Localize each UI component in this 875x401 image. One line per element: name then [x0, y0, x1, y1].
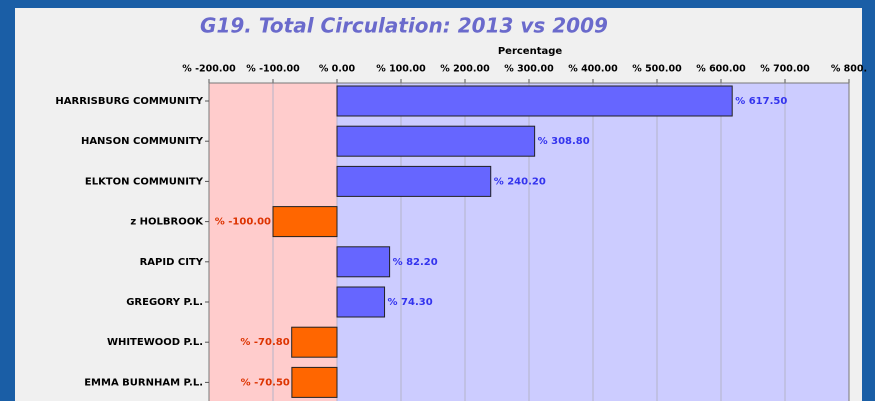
x-tick-label: % -200.00	[182, 64, 236, 75]
y-tick-label: EMMA BURNHAM P.L.	[84, 377, 203, 388]
y-tick-label: GREGORY P.L.	[126, 297, 203, 308]
x-tick-label: % 700.00	[760, 64, 810, 75]
x-tick-label: % -100.00	[246, 64, 300, 75]
value-label: % 82.20	[393, 257, 438, 268]
y-tick-label: WHITEWOOD P.L.	[107, 337, 203, 348]
y-tick-label: z HOLBROOK	[130, 217, 204, 228]
x-tick-label: % 400.00	[568, 64, 618, 75]
bar	[291, 326, 338, 358]
value-label: % 308.80	[538, 136, 590, 147]
bar	[336, 165, 492, 197]
x-tick-label: % 800.	[831, 64, 867, 75]
value-label: % -70.80	[240, 337, 289, 348]
x-tick-label: % 0.00	[319, 64, 356, 75]
x-tick-label: % 500.00	[632, 64, 682, 75]
x-tick-label: % 200.00	[440, 64, 490, 75]
bar	[336, 85, 733, 117]
bar	[291, 366, 338, 398]
y-tick-label: ELKTON COMMUNITY	[85, 176, 204, 187]
value-label: % 240.20	[494, 176, 546, 187]
y-tick-label: HANSON COMMUNITY	[81, 136, 204, 147]
chart-title: G19. Total Circulation: 2013 vs 2009	[200, 14, 608, 38]
bar	[336, 286, 386, 318]
value-label: % 74.30	[388, 297, 433, 308]
x-tick-label: % 100.00	[376, 64, 426, 75]
y-tick-label: RAPID CITY	[140, 257, 204, 268]
value-label: % 617.50	[735, 96, 787, 107]
bar	[336, 246, 391, 278]
x-tick-label: % 600.00	[696, 64, 746, 75]
value-label: % -70.50	[241, 377, 290, 388]
x-tick-label: % 300.00	[504, 64, 554, 75]
y-tick-label: HARRISBURG COMMUNITY	[55, 96, 203, 107]
bar	[272, 206, 338, 238]
bar	[336, 125, 536, 157]
value-label: % -100.00	[215, 217, 271, 228]
x-axis-label: Percentage	[498, 46, 563, 57]
